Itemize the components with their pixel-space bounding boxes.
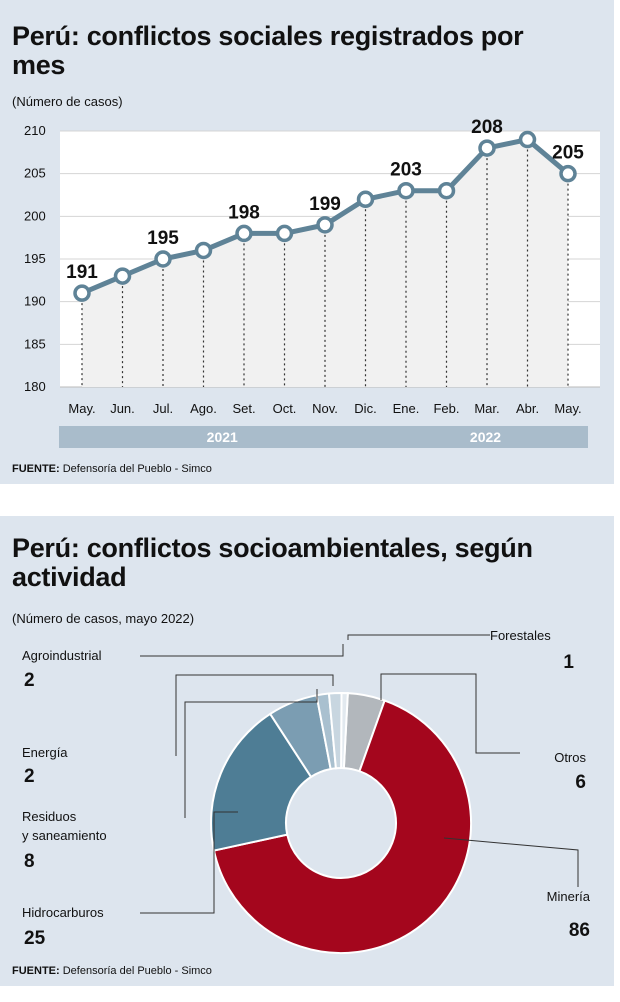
slice-value-label: 25 — [24, 928, 46, 949]
leader-line — [184, 689, 318, 818]
leader-line — [443, 837, 579, 887]
year-band — [59, 426, 386, 448]
x-tick-label: Ago. — [190, 401, 217, 416]
slice-name-label: Residuos — [22, 809, 77, 824]
data-point — [194, 241, 213, 260]
slice-name-label: Otros — [554, 750, 586, 765]
x-tick-label: Set. — [232, 401, 255, 416]
data-point — [518, 130, 537, 149]
slice-name-label: Agroindustrial — [22, 648, 102, 663]
year-band-label: 2022 — [470, 429, 501, 445]
x-tick-label: Jul. — [153, 401, 173, 416]
leader-line — [175, 674, 334, 756]
slice-value-label: 1 — [563, 652, 574, 673]
donut-slice — [212, 699, 472, 954]
slice-name-label: y saneamiento — [22, 828, 107, 843]
leader-line — [347, 634, 490, 640]
leader-line — [380, 673, 520, 754]
x-tick-label: Ene. — [393, 401, 420, 416]
line-chart-subtitle: (Número de casos) — [12, 94, 123, 109]
data-label: 208 — [471, 117, 503, 138]
data-point — [397, 181, 415, 200]
data-label: 203 — [390, 160, 422, 181]
source-text: Defensoría del Pueblo - Simco — [62, 965, 212, 977]
donut-slice — [340, 691, 349, 770]
donut-slice — [210, 712, 313, 852]
data-label: 199 — [309, 194, 341, 215]
slice-name-label: Forestales — [490, 628, 551, 643]
slice-name-label: Hidrocarburos — [22, 905, 104, 920]
y-tick-label: 205 — [24, 166, 46, 181]
slice-value-label: 2 — [24, 766, 35, 787]
donut-chart-title: Perú: conflictos socioambientales, según… — [12, 533, 533, 592]
data-point — [478, 139, 496, 157]
slice-value-label: 6 — [575, 772, 586, 793]
y-tick-label: 195 — [24, 251, 46, 266]
x-tick-label: May. — [68, 401, 95, 416]
donut-chart-panel: Perú: conflictos socioambientales, según… — [0, 516, 614, 986]
leader-line — [140, 644, 344, 657]
y-tick-label: 180 — [24, 379, 46, 394]
data-point — [73, 284, 91, 302]
source-label: FUENTE: — [12, 463, 60, 475]
data-label: 191 — [66, 262, 98, 283]
y-tick-label: 190 — [24, 294, 46, 309]
donut-chart-subtitle: (Número de casos, mayo 2022) — [12, 611, 195, 626]
slice-value-label: 8 — [24, 851, 35, 872]
x-tick-label: Feb. — [433, 401, 459, 416]
slice-value-label: 86 — [569, 920, 590, 941]
x-tick-label: May. — [554, 401, 581, 416]
donut-chart-source: FUENTE: Defensoría del Pueblo - Simco — [12, 965, 212, 977]
data-point — [356, 190, 375, 209]
data-point — [154, 250, 172, 268]
slice-value-label: 2 — [24, 670, 35, 691]
x-tick-label: Abr. — [516, 401, 539, 416]
data-label: 205 — [552, 143, 584, 164]
x-tick-label: Nov. — [312, 401, 338, 416]
data-point — [559, 164, 577, 183]
y-tick-label: 210 — [24, 123, 46, 138]
line-chart-title: Perú: conflictos sociales registrados po… — [12, 21, 524, 80]
x-tick-label: Oct. — [273, 401, 297, 416]
data-point — [437, 181, 456, 200]
data-point — [235, 224, 253, 243]
year-band — [383, 426, 588, 448]
data-label: 195 — [147, 228, 179, 249]
slice-name-label: Energía — [22, 745, 68, 760]
x-tick-label: Dic. — [354, 401, 376, 416]
data-point — [275, 224, 294, 243]
donut-chart: Forestales 1 Agroindustrial 2 Energía 2 Residu… — [22, 628, 591, 954]
line-chart: 180 185 190 195 200 205 210 191 195 198 199 203 208 2… — [24, 117, 600, 448]
data-label: 198 — [228, 202, 260, 223]
line-chart-panel: Perú: conflictos sociales registrados po… — [0, 0, 614, 484]
slice-name-label: Minería — [547, 889, 591, 904]
year-band-label: 2021 — [207, 429, 238, 445]
source-label: FUENTE: — [12, 965, 60, 977]
leader-line — [140, 811, 238, 914]
x-tick-label: Mar. — [474, 401, 499, 416]
x-tick-label: Jun. — [110, 401, 135, 416]
data-point — [113, 267, 132, 285]
line-chart-source: FUENTE: Defensoría del Pueblo - Simco — [12, 463, 212, 475]
y-tick-label: 185 — [24, 336, 46, 351]
source-text: Defensoría del Pueblo - Simco — [62, 463, 212, 475]
y-tick-label: 200 — [24, 208, 46, 223]
data-point — [316, 216, 334, 234]
